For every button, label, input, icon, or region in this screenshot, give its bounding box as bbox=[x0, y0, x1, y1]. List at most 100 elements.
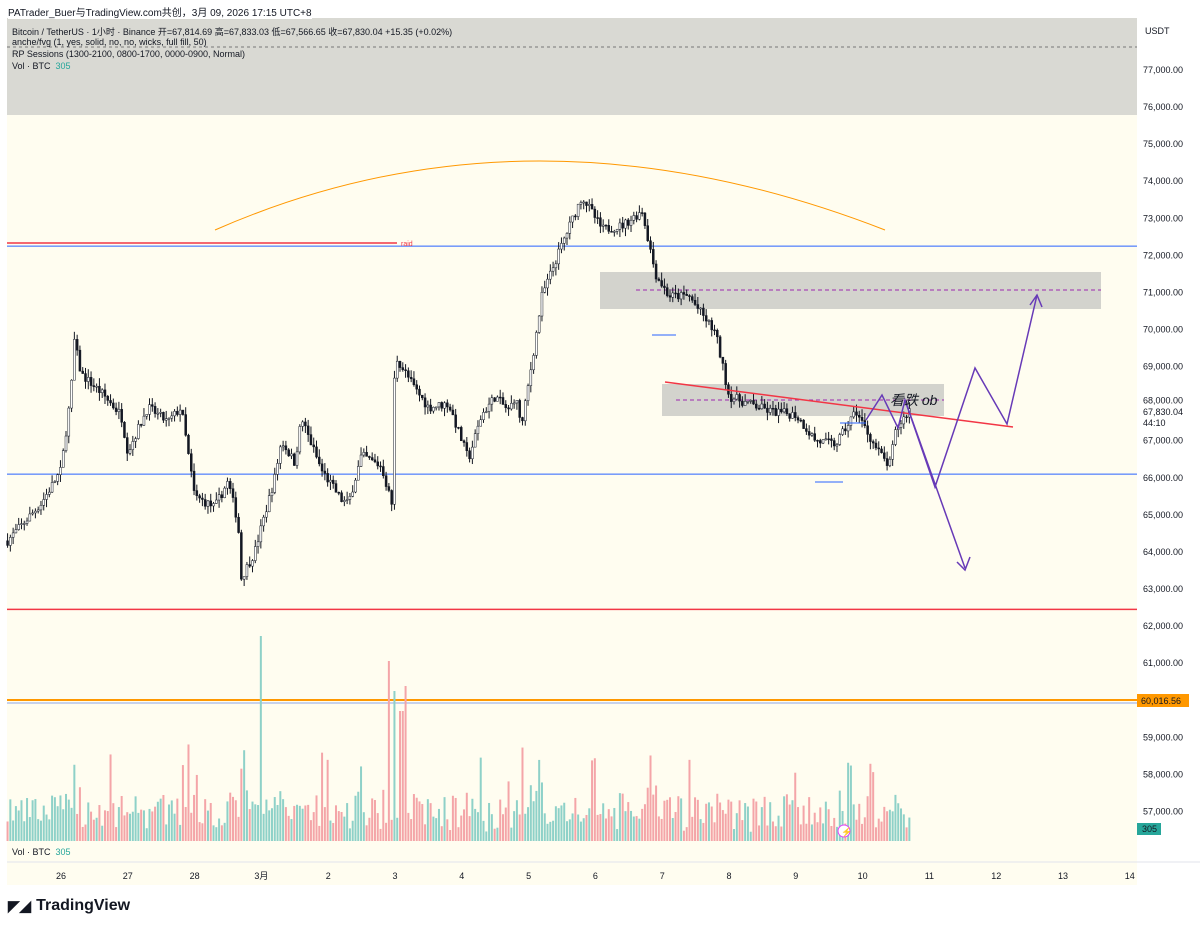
volume-bar bbox=[373, 800, 376, 841]
candle-body bbox=[117, 409, 121, 412]
candle-body bbox=[654, 263, 658, 280]
volume-bar bbox=[604, 818, 607, 841]
volume-bar bbox=[156, 801, 159, 841]
candle-body bbox=[807, 431, 811, 436]
candle-body bbox=[31, 512, 34, 515]
volume-pane-legend[interactable]: Vol · BTC 305 bbox=[12, 847, 71, 857]
volume-bar bbox=[365, 825, 368, 841]
volume-bar bbox=[401, 711, 404, 841]
candle-body bbox=[724, 363, 727, 385]
candle-body bbox=[618, 222, 622, 230]
volume-bar bbox=[204, 799, 207, 841]
candle-body bbox=[415, 384, 418, 390]
volume-bar bbox=[579, 821, 582, 841]
candle-body bbox=[579, 202, 583, 205]
candle-body bbox=[432, 406, 435, 412]
date-tick: 12 bbox=[991, 871, 1001, 881]
candle-body bbox=[785, 408, 789, 414]
volume-bar bbox=[657, 816, 660, 841]
volume-bar bbox=[574, 797, 577, 841]
price-tick: 70,000.00 bbox=[1143, 324, 1183, 334]
candle-body bbox=[81, 370, 84, 374]
volume-bar bbox=[824, 801, 827, 841]
volume-bar bbox=[98, 805, 101, 841]
candle-body bbox=[256, 541, 260, 547]
candle-body bbox=[362, 452, 366, 456]
volume-legend[interactable]: Vol · BTC 305 bbox=[12, 61, 71, 71]
candle-body bbox=[816, 440, 819, 442]
date-tick: 28 bbox=[190, 871, 200, 881]
volume-bar bbox=[577, 814, 580, 841]
candle-body bbox=[348, 496, 352, 500]
candle-body bbox=[540, 292, 544, 317]
volume-bar bbox=[621, 793, 624, 841]
price-axis-background bbox=[1137, 0, 1200, 885]
price-chart[interactable]: 77,000.00 76,000.00 75,000.00 74,000.00 73,0… bbox=[0, 0, 1200, 890]
volume-bar bbox=[56, 806, 59, 841]
candle-body bbox=[660, 280, 663, 287]
volume-bar bbox=[613, 807, 616, 841]
volume-bar bbox=[599, 814, 602, 841]
volume-bar bbox=[346, 803, 349, 841]
volume-bar bbox=[76, 813, 79, 841]
volume-bar bbox=[321, 752, 324, 841]
date-tick: 14 bbox=[1125, 871, 1135, 881]
volume-bar bbox=[485, 831, 488, 841]
volume-bar bbox=[92, 819, 95, 841]
volume-bar bbox=[148, 808, 151, 841]
candle-body bbox=[590, 204, 594, 210]
candle-body bbox=[159, 412, 162, 414]
candle-body bbox=[777, 408, 780, 416]
volume-bar bbox=[20, 800, 23, 841]
volume-bar bbox=[504, 807, 507, 841]
volume-bar bbox=[593, 758, 596, 841]
candle-body bbox=[120, 409, 123, 423]
volume-bar bbox=[279, 791, 282, 841]
candle-body bbox=[226, 481, 229, 489]
volume-bar bbox=[165, 824, 168, 841]
volume-bar bbox=[312, 812, 315, 841]
price-tick: 75,000.00 bbox=[1143, 139, 1183, 149]
candle-body bbox=[192, 470, 196, 491]
indicator-sessions-legend[interactable]: RP Sessions (1300-2100, 0800-1700, 0000-… bbox=[12, 49, 245, 59]
candle-body bbox=[788, 413, 791, 419]
candle-body bbox=[459, 427, 463, 442]
volume-bar bbox=[337, 811, 340, 841]
candle-body bbox=[125, 437, 129, 454]
candle-body bbox=[9, 537, 12, 546]
candle-body bbox=[529, 369, 533, 386]
volume-bar bbox=[198, 822, 201, 841]
last-price-label: 67,830.04 bbox=[1143, 407, 1183, 417]
price-tick: 73,000.00 bbox=[1143, 213, 1183, 223]
candle-body bbox=[766, 407, 769, 413]
candle-body bbox=[376, 461, 379, 467]
volume-bar bbox=[819, 807, 822, 841]
candle-body bbox=[426, 404, 430, 408]
volume-bar bbox=[23, 821, 26, 841]
candle-body bbox=[546, 278, 549, 289]
volume-bar bbox=[900, 808, 903, 841]
volume-bar bbox=[259, 636, 262, 841]
tradingview-logo[interactable]: ◤◢ TradingView bbox=[8, 897, 130, 915]
volume-bar bbox=[129, 813, 132, 841]
indicator-fvg-legend[interactable]: anche/fvg (1, yes, solid, no, no, wicks,… bbox=[12, 37, 207, 47]
candle-body bbox=[89, 377, 93, 386]
candle-body bbox=[184, 414, 187, 436]
volume-bar bbox=[449, 830, 452, 841]
volume-bar bbox=[630, 810, 633, 841]
candle-body bbox=[507, 407, 510, 410]
volume-bar bbox=[67, 799, 70, 841]
volume-bar bbox=[154, 806, 157, 841]
symbol-legend[interactable]: Bitcoin / TetherUS · 1小时 · Binance 开=67,… bbox=[12, 27, 453, 37]
candle-body bbox=[109, 400, 112, 404]
candle-body bbox=[518, 400, 521, 418]
candle-body bbox=[643, 212, 647, 226]
candle-body bbox=[404, 369, 407, 371]
volume-bar bbox=[140, 809, 143, 841]
volume-bar bbox=[190, 812, 193, 841]
candle-body bbox=[718, 336, 722, 358]
volume-bar bbox=[134, 796, 137, 841]
candle-body bbox=[504, 404, 508, 408]
volume-bar bbox=[215, 827, 218, 841]
candle-body bbox=[145, 414, 148, 417]
